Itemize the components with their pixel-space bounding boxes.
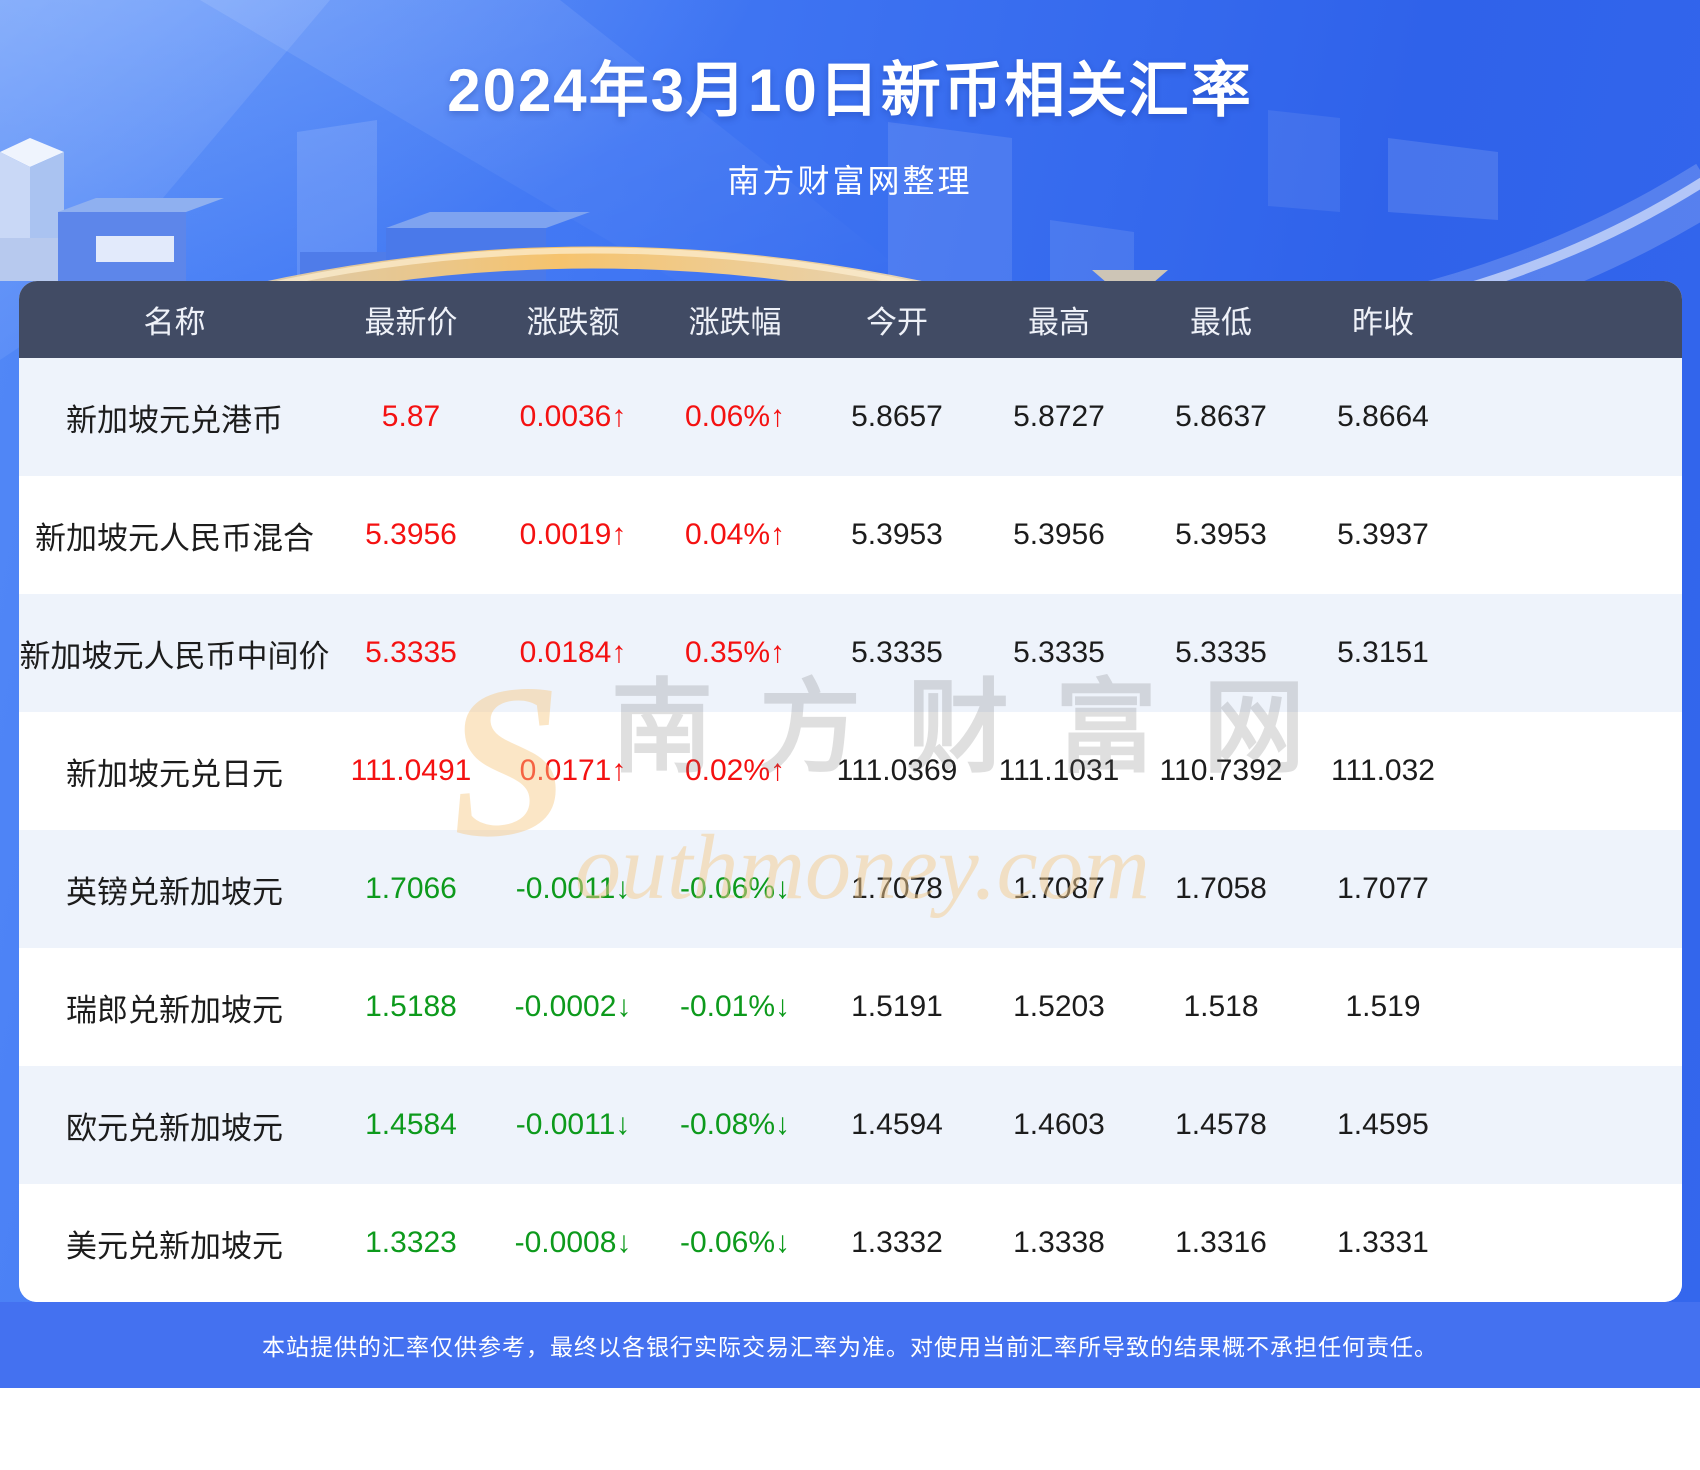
table-row: 新加坡元人民币混合 5.3956 0.0019↑ 0.04%↑ 5.3953 5.3956… xyxy=(19,476,1682,594)
cell-low: 1.3316 xyxy=(1175,1226,1267,1259)
cell-latest: 5.3956 xyxy=(365,518,457,551)
pair-name: 新加坡元人民币中间价 xyxy=(19,638,330,674)
cell-change: -0.0008↓ xyxy=(514,1226,632,1259)
cell-prev-close: 1.7077 xyxy=(1337,872,1429,905)
cell-prev-close: 111.032 xyxy=(1331,754,1435,787)
disclaimer-text: 本站提供的汇率仅供参考，最终以各银行实际交易汇率为准。对使用当前汇率所导致的结果… xyxy=(262,1334,1438,1360)
cell-open: 5.3953 xyxy=(851,518,943,551)
cell-prev-close: 5.3937 xyxy=(1337,518,1429,551)
column-header-low: 最低 xyxy=(1190,305,1252,340)
cell-low: 5.8637 xyxy=(1175,400,1267,433)
cell-prev-close: 5.8664 xyxy=(1337,400,1429,433)
cell-open: 1.7078 xyxy=(851,872,943,905)
column-header-pct: 涨跌幅 xyxy=(688,305,782,340)
cell-pct: 0.06%↑ xyxy=(684,400,786,433)
cell-high: 1.4603 xyxy=(1013,1108,1105,1141)
cell-open: 5.3335 xyxy=(851,636,943,669)
cell-prev-close: 1.3331 xyxy=(1337,1226,1429,1259)
table-row: 瑞郎兑新加坡元 1.5188 -0.0002↓ -0.01%↓ 1.5191 1.5203… xyxy=(19,948,1682,1066)
cell-change: -0.0011↓ xyxy=(515,872,631,905)
cell-pct: -0.06%↓ xyxy=(679,1226,791,1259)
pair-name: 英镑兑新加坡元 xyxy=(66,874,283,910)
cell-low: 110.7392 xyxy=(1159,754,1283,787)
table-row: 新加坡元兑日元 111.0491 0.0171↑ 0.02%↑ 111.0369 111.… xyxy=(19,712,1682,830)
cell-change: 0.0019↑ xyxy=(519,518,627,551)
cell-high: 1.7087 xyxy=(1013,872,1105,905)
pair-name: 新加坡元人民币混合 xyxy=(35,520,314,556)
cell-open: 111.0369 xyxy=(836,754,958,787)
table-row: 美元兑新加坡元 1.3323 -0.0008↓ -0.06%↓ 1.3332 1.3338… xyxy=(19,1184,1682,1302)
cell-prev-close: 1.4595 xyxy=(1337,1108,1429,1141)
pair-name: 欧元兑新加坡元 xyxy=(66,1110,283,1146)
cell-latest: 1.4584 xyxy=(365,1108,457,1141)
cell-latest: 1.5188 xyxy=(365,990,457,1023)
cell-high: 1.3338 xyxy=(1013,1226,1105,1259)
cell-change: -0.0011↓ xyxy=(515,1108,631,1141)
cell-low: 5.3335 xyxy=(1175,636,1267,669)
cell-high: 1.5203 xyxy=(1013,990,1105,1023)
cell-open: 5.8657 xyxy=(851,400,943,433)
cell-low: 1.7058 xyxy=(1175,872,1267,905)
page-title: 2024年3月10日新币相关汇率 xyxy=(447,57,1253,124)
cell-pct: 0.04%↑ xyxy=(684,518,786,551)
cell-latest: 5.3335 xyxy=(365,636,457,669)
column-header-name: 名称 xyxy=(143,305,206,340)
cell-low: 1.4578 xyxy=(1175,1108,1267,1141)
table-row: 新加坡元人民币中间价 5.3335 0.0184↑ 0.35%↑ 5.3335 5.333… xyxy=(19,594,1682,712)
cell-high: 5.8727 xyxy=(1013,400,1105,433)
cell-pct: 0.35%↑ xyxy=(684,636,786,669)
cell-open: 1.3332 xyxy=(851,1226,943,1259)
pair-name: 新加坡元兑日元 xyxy=(66,756,283,792)
cell-high: 111.1031 xyxy=(998,754,1120,787)
table-header-row: 名称 最新价 涨跌额 涨跌幅 今开 最高 最低 昨收 xyxy=(19,281,1682,358)
table-body: 新加坡元兑港币 5.87 0.0036↑ 0.06%↑ 5.8657 5.8727 5.86… xyxy=(19,358,1682,1302)
cell-low: 5.3953 xyxy=(1175,518,1267,551)
cell-latest: 111.0491 xyxy=(350,754,472,787)
cell-prev-close: 5.3151 xyxy=(1337,636,1429,669)
rates-table-card: 名称 最新价 涨跌额 涨跌幅 今开 最高 最低 昨收 新加坡元兑港币 5.87 0.0036↑ 0.… xyxy=(19,281,1682,1302)
cell-low: 1.518 xyxy=(1183,990,1259,1023)
cell-latest: 1.7066 xyxy=(365,872,457,905)
column-header-open: 今开 xyxy=(866,305,928,340)
disclaimer-bar: 本站提供的汇率仅供参考，最终以各银行实际交易汇率为准。对使用当前汇率所导致的结果… xyxy=(0,1302,1700,1388)
cell-change: 0.0184↑ xyxy=(519,636,627,669)
cell-latest: 1.3323 xyxy=(365,1226,457,1259)
cell-pct: -0.08%↓ xyxy=(679,1108,791,1141)
cell-high: 5.3335 xyxy=(1013,636,1105,669)
cell-change: 0.0036↑ xyxy=(519,400,627,433)
pair-name: 瑞郎兑新加坡元 xyxy=(66,992,283,1028)
cell-pct: 0.02%↑ xyxy=(684,754,786,787)
column-header-prev-close: 昨收 xyxy=(1352,305,1414,340)
cell-open: 1.4594 xyxy=(851,1108,943,1141)
cell-pct: -0.01%↓ xyxy=(679,990,791,1023)
cell-open: 1.5191 xyxy=(851,990,943,1023)
cell-prev-close: 1.519 xyxy=(1345,990,1421,1023)
cell-change: 0.0171↑ xyxy=(519,754,627,787)
table-row: 新加坡元兑港币 5.87 0.0036↑ 0.06%↑ 5.8657 5.8727 5.86… xyxy=(19,358,1682,476)
table-row: 欧元兑新加坡元 1.4584 -0.0011↓ -0.08%↓ 1.4594 1.4603… xyxy=(19,1066,1682,1184)
glass-panels-decoration xyxy=(297,110,1498,330)
cell-high: 5.3956 xyxy=(1013,518,1105,551)
column-header-change: 涨跌额 xyxy=(526,305,620,340)
pair-name: 新加坡元兑港币 xyxy=(66,402,283,438)
cell-pct: -0.06%↓ xyxy=(679,872,791,905)
column-header-high: 最高 xyxy=(1028,305,1090,340)
pair-name: 美元兑新加坡元 xyxy=(66,1228,283,1264)
column-header-latest: 最新价 xyxy=(364,305,458,340)
page-subtitle: 南方财富网整理 xyxy=(727,163,973,199)
cell-change: -0.0002↓ xyxy=(514,990,632,1023)
cell-latest: 5.87 xyxy=(381,400,441,433)
table-row: 英镑兑新加坡元 1.7066 -0.0011↓ -0.06%↓ 1.7078 1.7087… xyxy=(19,830,1682,948)
